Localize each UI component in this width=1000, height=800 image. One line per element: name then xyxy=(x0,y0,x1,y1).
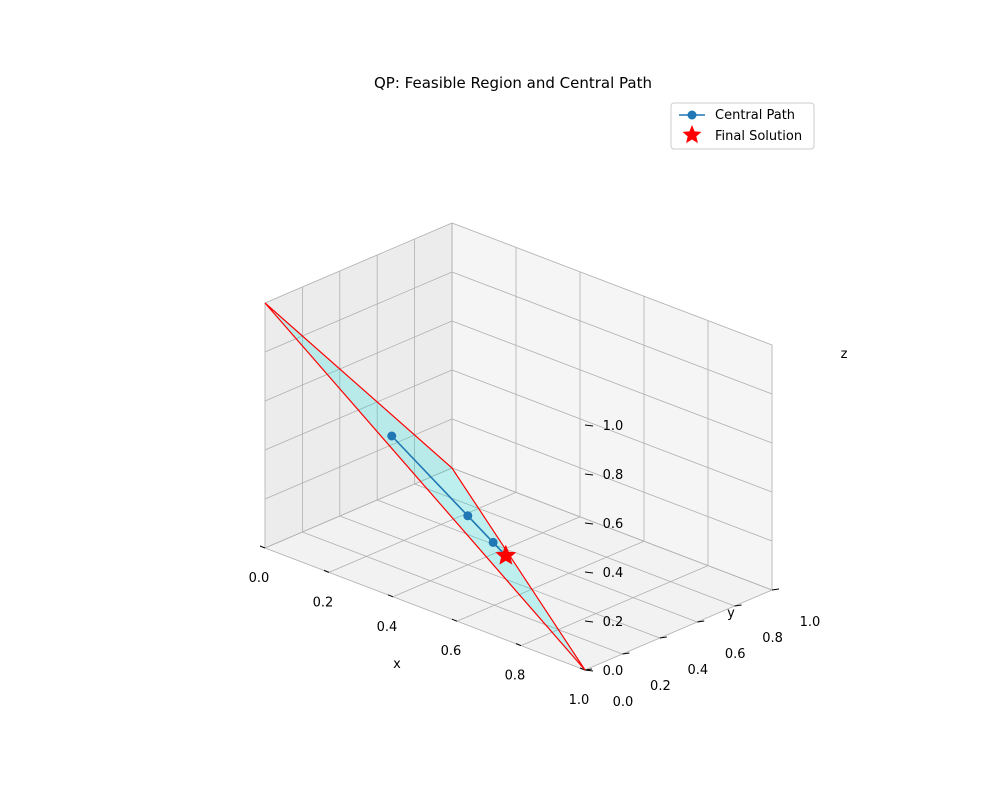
z-tick-3-label: 0.6 xyxy=(603,517,624,532)
z-tick-2-tick xyxy=(584,571,594,574)
feasible-region-triangle xyxy=(264,302,586,671)
legend-final-solution-label: Final Solution xyxy=(715,129,802,144)
z-tick-1-label: 0.2 xyxy=(603,615,624,630)
x-tick-3-label: 0.6 xyxy=(441,644,462,659)
x-grid-floor-1 xyxy=(328,492,517,573)
legend: Central Path Final Solution xyxy=(670,102,815,150)
z-tick-0-tick xyxy=(584,669,594,672)
z-tick-4-tick xyxy=(584,473,594,476)
x-tick-1-tick xyxy=(323,569,330,573)
x-grid-floor-5 xyxy=(584,589,773,671)
z-tick-0-label: 0.0 xyxy=(603,664,624,679)
y-tick-4-label: 0.8 xyxy=(762,631,783,646)
z-tick-4-label: 0.8 xyxy=(603,468,624,483)
feasible-region xyxy=(264,302,586,671)
x-grid-floor-3 xyxy=(456,540,645,622)
axes-panes xyxy=(263,222,774,671)
axis-ticks: 0.0 0.2 0.4 0.6 0.8 1.0 0.0 0.2 0.4 0.6 0.8 1.0 0.0 0… xyxy=(249,419,821,710)
z-grid-left-3 xyxy=(264,320,453,402)
y-tick-5-tick xyxy=(771,588,780,591)
z-grid-back-5 xyxy=(451,222,773,346)
final-solution-star-0 xyxy=(495,544,517,565)
y-axis-label: y xyxy=(727,606,735,621)
z-tick-1-tick xyxy=(584,620,594,623)
central-path-point-2 xyxy=(488,537,498,547)
legend-central-path-label: Central Path xyxy=(715,108,795,123)
x-tick-4-tick xyxy=(515,643,522,647)
y-tick-5-label: 1.0 xyxy=(800,615,821,630)
z-grid-left-5 xyxy=(264,222,453,304)
x-tick-2-label: 0.4 xyxy=(377,620,398,635)
z-tick-2-label: 0.4 xyxy=(603,566,624,581)
central-path-point-1 xyxy=(463,511,473,521)
z-grid-back-1 xyxy=(451,418,773,542)
y-tick-2-tick xyxy=(659,636,667,639)
legend-box xyxy=(670,102,815,150)
y-tick-1-tick xyxy=(622,652,630,655)
y-tick-3-label: 0.6 xyxy=(725,647,746,662)
z-grid-left-1 xyxy=(264,418,453,500)
z-tick-3-tick xyxy=(584,522,594,525)
z-grid-back-2 xyxy=(451,369,773,493)
y-tick-3-tick xyxy=(697,620,705,623)
x-tick-4-label: 0.8 xyxy=(505,669,526,684)
y-tick-4-tick xyxy=(734,604,742,607)
x-tick-5-label: 1.0 xyxy=(569,693,590,708)
z-tick-5-label: 1.0 xyxy=(603,419,624,434)
z-tick-5-tick xyxy=(584,424,594,427)
z-axis-label: z xyxy=(841,347,848,362)
grid-lines xyxy=(264,222,773,671)
y-grid-floor-2 xyxy=(339,515,660,639)
z-grid-back-4 xyxy=(451,271,773,395)
y-grid-floor-3 xyxy=(377,499,698,623)
y-tick-2-label: 0.4 xyxy=(687,663,708,678)
z-grid-back-0 xyxy=(451,467,773,591)
y-grid-floor-4 xyxy=(414,483,735,607)
y-tick-1-label: 0.2 xyxy=(650,679,671,694)
legend-central-path-marker xyxy=(687,110,697,120)
x-tick-3-tick xyxy=(451,618,458,622)
final-solution xyxy=(495,544,517,565)
x-tick-0-tick xyxy=(259,545,266,549)
x-tick-1-label: 0.2 xyxy=(313,595,334,610)
y-grid-floor-1 xyxy=(302,531,623,655)
z-grid-back-3 xyxy=(451,320,773,444)
legend-final-solution-marker xyxy=(682,125,702,144)
x-tick-2-tick xyxy=(387,594,394,598)
x-tick-0-label: 0.0 xyxy=(249,571,270,586)
x-axis-label: x xyxy=(393,657,401,672)
central-path-line xyxy=(391,435,507,557)
y-tick-0-label: 0.0 xyxy=(613,695,634,710)
central-path-point-0 xyxy=(387,431,397,441)
y-grid-floor-0 xyxy=(264,547,586,671)
chart-title: QP: Feasible Region and Central Path xyxy=(374,74,652,92)
